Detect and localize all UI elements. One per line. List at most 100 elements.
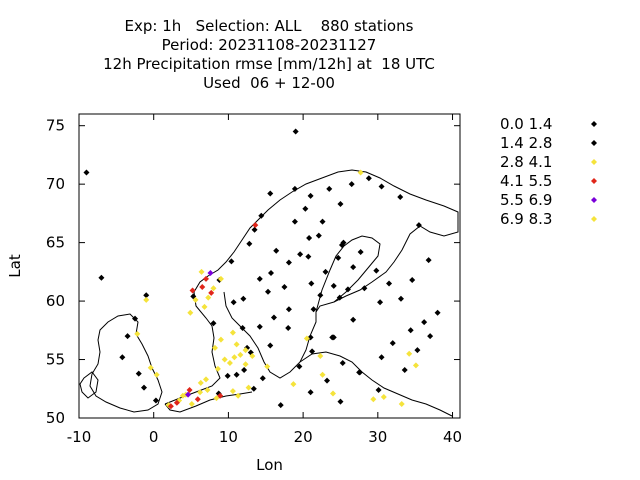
data-point	[309, 348, 316, 355]
data-point	[201, 303, 208, 310]
data-point	[378, 183, 385, 190]
data-point	[375, 386, 382, 393]
data-point	[397, 295, 404, 302]
data-point	[386, 280, 393, 287]
data-point	[246, 240, 253, 247]
data-point	[357, 169, 364, 176]
data-point	[194, 396, 201, 403]
data-point	[357, 248, 364, 255]
data-point	[187, 309, 194, 316]
data-point	[389, 340, 396, 347]
data-point	[291, 218, 298, 225]
data-point	[205, 294, 212, 301]
data-point	[83, 169, 90, 176]
data-point	[198, 268, 205, 275]
data-point	[267, 342, 274, 349]
data-point	[427, 333, 434, 340]
data-point	[277, 402, 284, 409]
data-point	[337, 201, 344, 208]
data-point	[285, 324, 292, 331]
data-point	[339, 360, 346, 367]
data-point	[317, 292, 324, 299]
data-point	[250, 385, 257, 392]
data-point	[350, 264, 357, 271]
coastline-baltic	[299, 351, 453, 417]
data-point	[210, 285, 217, 292]
data-point	[412, 362, 419, 369]
data-point	[179, 392, 186, 399]
data-point	[199, 284, 206, 291]
data-point	[305, 253, 312, 260]
data-point	[356, 369, 363, 376]
data-point	[259, 375, 266, 382]
data-point	[245, 384, 252, 391]
data-point	[143, 292, 150, 299]
coastline-uk	[89, 313, 163, 413]
data-point	[365, 175, 372, 182]
data-point	[256, 323, 263, 330]
data-point	[338, 241, 345, 248]
data-point	[397, 194, 404, 201]
legend-marker	[591, 121, 597, 127]
title-line-variable: 12h Precipitation rmse [mm/12h] at 18 UT…	[103, 55, 435, 73]
data-point	[237, 351, 244, 358]
data-point	[134, 330, 141, 337]
data-point	[135, 370, 142, 377]
data-point	[285, 259, 292, 266]
data-point	[204, 386, 211, 393]
data-point	[297, 251, 304, 258]
data-point	[229, 388, 236, 395]
data-point	[290, 381, 297, 388]
data-point	[307, 389, 314, 396]
data-point	[409, 277, 416, 284]
data-point	[350, 316, 357, 323]
x-tick-label: -10	[67, 428, 92, 446]
data-point	[214, 365, 221, 372]
data-point	[281, 284, 288, 291]
data-point	[380, 393, 387, 400]
plot-axes: -10 0 10 20 30 40 50 55 60 65 70 75 Lon Lat	[6, 113, 462, 474]
data-point	[348, 181, 355, 188]
data-point	[207, 270, 214, 277]
data-point	[221, 356, 228, 363]
y-tick-label: 60	[46, 292, 65, 310]
plot-frame	[78, 113, 461, 419]
data-point	[292, 128, 299, 135]
data-point	[228, 258, 235, 265]
legend-marker	[591, 216, 597, 222]
legend-marker	[591, 197, 597, 203]
data-point	[285, 306, 292, 313]
data-point	[337, 398, 344, 405]
data-point	[335, 254, 342, 261]
legend-label: 5.5 6.9	[500, 191, 552, 209]
data-point	[143, 296, 150, 303]
data-point	[229, 329, 236, 336]
x-tick-label: 0	[149, 428, 159, 446]
data-point	[310, 306, 317, 313]
coastline-ireland	[79, 371, 99, 399]
data-point	[303, 335, 310, 342]
y-tick-label: 70	[46, 175, 65, 193]
data-point	[197, 379, 204, 386]
data-point	[324, 377, 331, 384]
x-tick-label: 30	[368, 428, 387, 446]
data-point	[213, 395, 220, 402]
x-tick-label: 10	[219, 428, 238, 446]
data-point	[406, 350, 413, 357]
data-point	[414, 347, 421, 354]
data-point	[319, 371, 326, 378]
legend-label: 0.0 1.4	[500, 115, 552, 133]
x-tick-label: 20	[294, 428, 313, 446]
data-point	[296, 363, 303, 370]
data-point	[186, 386, 193, 393]
data-point	[256, 275, 263, 282]
data-point	[398, 400, 405, 407]
data-point	[252, 222, 259, 229]
data-point	[265, 288, 272, 295]
data-point	[203, 376, 209, 383]
data-point	[242, 361, 249, 368]
data-point	[226, 360, 233, 367]
data-point	[242, 347, 249, 354]
data-point	[267, 270, 274, 277]
